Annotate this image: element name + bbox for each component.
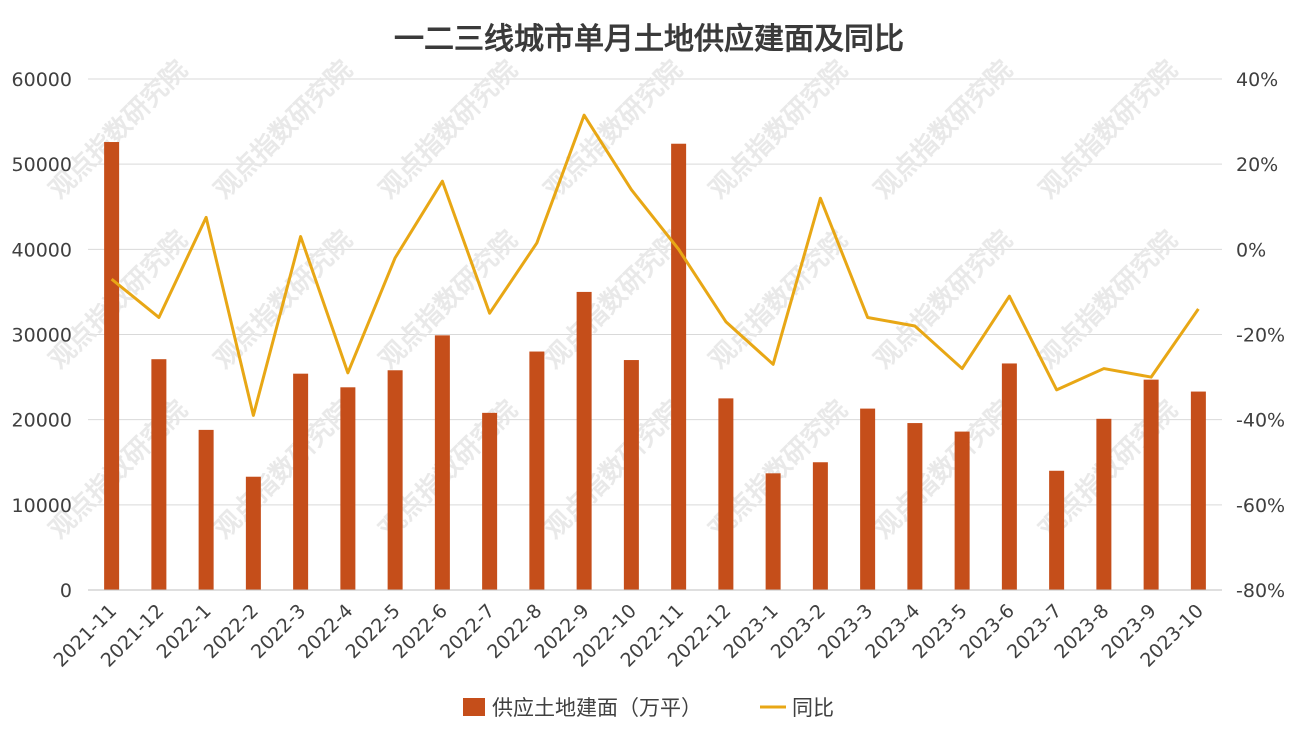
y-tick-label: 10000	[12, 495, 72, 517]
watermark-text: 观点指数研究院	[703, 54, 854, 205]
y2-tick-label: 0%	[1236, 239, 1266, 261]
bar	[1049, 470, 1065, 590]
y-tick-label: 0	[60, 580, 72, 602]
bar	[718, 398, 734, 590]
yoy-line	[110, 113, 1200, 417]
gridlines	[88, 78, 1222, 506]
watermark-text: 观点指数研究院	[1033, 54, 1184, 205]
watermark-text: 观点指数研究院	[868, 394, 1019, 545]
y2-tick-label: -20%	[1236, 325, 1285, 347]
bar	[340, 387, 356, 590]
bar	[293, 373, 309, 590]
bar	[576, 291, 592, 590]
bar	[1096, 418, 1112, 590]
bar	[482, 412, 498, 590]
y2-tick-label: -80%	[1236, 580, 1285, 602]
bar	[954, 431, 970, 590]
y2-tick-label: 20%	[1236, 154, 1278, 176]
y-tick-label: 30000	[12, 325, 72, 347]
y2-tick-label: -60%	[1236, 495, 1285, 517]
bar	[434, 335, 450, 590]
bar-series	[104, 142, 1206, 591]
bar	[907, 423, 923, 590]
y2-tick-label: 40%	[1236, 69, 1278, 91]
watermark-text: 观点指数研究院	[868, 54, 1019, 205]
y-tick-label: 50000	[12, 154, 72, 176]
bar	[1001, 363, 1017, 590]
line-series	[110, 113, 1200, 417]
bar	[860, 408, 876, 590]
watermark-text: 观点指数研究院	[208, 394, 359, 545]
bar	[104, 142, 120, 591]
y-tick-label: 40000	[12, 239, 72, 261]
bar	[623, 360, 639, 590]
bar	[812, 462, 828, 590]
y2-tick-label: -40%	[1236, 410, 1285, 432]
bar	[529, 351, 545, 590]
legend: 供应土地建面（万平） 同比	[463, 696, 834, 720]
bar	[765, 473, 781, 590]
watermark-text: 观点指数研究院	[538, 224, 689, 375]
legend-bar-swatch	[463, 698, 485, 716]
bar	[671, 143, 687, 590]
bar	[198, 429, 214, 590]
legend-bar-label: 供应土地建面（万平）	[492, 696, 702, 720]
watermark-text: 观点指数研究院	[373, 54, 524, 205]
legend-line-label: 同比	[792, 696, 834, 720]
bar	[387, 370, 403, 590]
watermark-text: 观点指数研究院	[208, 54, 359, 205]
bar	[245, 476, 261, 590]
y-tick-label: 60000	[12, 69, 72, 91]
bar	[1190, 391, 1206, 590]
watermark-text: 观点指数研究院	[1033, 224, 1184, 375]
bar	[1143, 379, 1159, 590]
watermark-text: 观点指数研究院	[538, 394, 689, 545]
watermark-text: 观点指数研究院	[703, 224, 854, 375]
y-tick-label: 20000	[12, 410, 72, 432]
chart-title: 一二三线城市单月土地供应建面及同比	[394, 22, 904, 57]
bar	[151, 359, 167, 590]
